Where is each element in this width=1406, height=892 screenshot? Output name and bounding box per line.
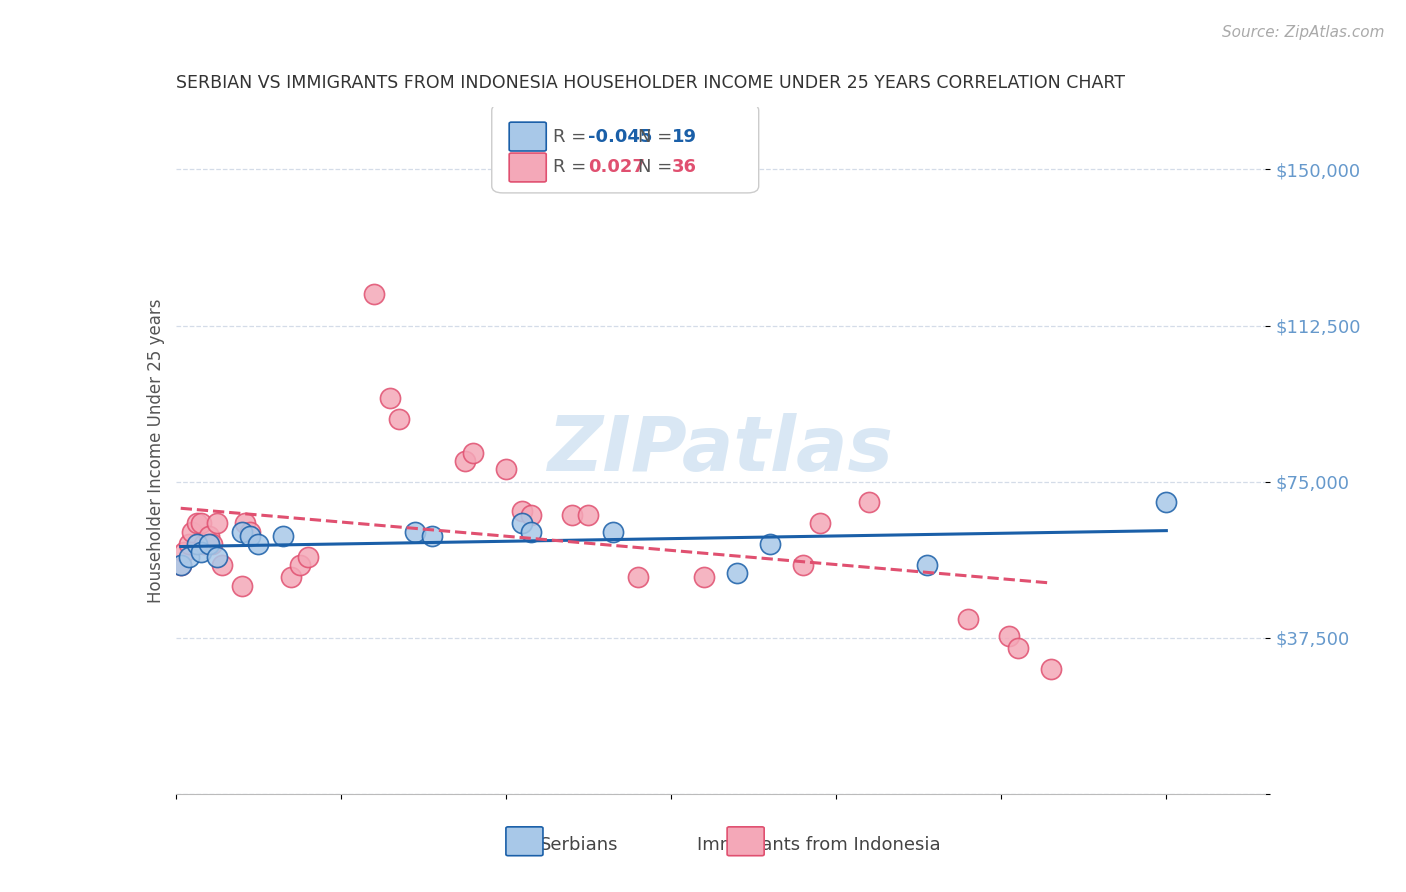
Text: Immigrants from Indonesia: Immigrants from Indonesia: [697, 837, 941, 855]
Point: [1007, 641, 1029, 656]
Point: [512, 516, 534, 531]
Text: R =: R =: [553, 159, 586, 177]
Text: 36: 36: [672, 159, 696, 177]
Point: [211, 558, 233, 572]
Point: [693, 570, 716, 584]
Point: [280, 570, 302, 584]
Point: [271, 529, 294, 543]
Point: [759, 537, 782, 551]
Point: [404, 524, 426, 539]
FancyBboxPatch shape: [506, 827, 543, 855]
Point: [201, 537, 224, 551]
Point: [519, 508, 541, 522]
Point: [1156, 495, 1178, 509]
Text: SERBIAN VS IMMIGRANTS FROM INDONESIA HOUSEHOLDER INCOME UNDER 25 YEARS CORRELATI: SERBIAN VS IMMIGRANTS FROM INDONESIA HOU…: [176, 74, 1125, 92]
Point: [363, 287, 385, 301]
Point: [380, 392, 402, 406]
Text: N =: N =: [638, 159, 672, 177]
Point: [512, 504, 534, 518]
Point: [461, 445, 484, 459]
Point: [915, 558, 938, 572]
Point: [177, 537, 200, 551]
Point: [627, 570, 650, 584]
Point: [193, 537, 215, 551]
Text: R =: R =: [553, 128, 586, 145]
FancyBboxPatch shape: [727, 827, 765, 855]
Point: [297, 549, 319, 564]
Point: [239, 529, 262, 543]
Point: [808, 516, 831, 531]
FancyBboxPatch shape: [509, 153, 546, 182]
Point: [495, 462, 517, 476]
Text: N =: N =: [638, 128, 672, 145]
Point: [190, 516, 212, 531]
Point: [561, 508, 583, 522]
Point: [173, 545, 195, 559]
Point: [792, 558, 814, 572]
Point: [231, 579, 253, 593]
Point: [170, 558, 193, 572]
Point: [388, 412, 411, 426]
Point: [957, 612, 980, 626]
Point: [288, 558, 311, 572]
Point: [190, 545, 212, 559]
Point: [233, 516, 256, 531]
FancyBboxPatch shape: [509, 122, 546, 151]
Point: [247, 537, 270, 551]
Point: [205, 516, 228, 531]
Text: Serbians: Serbians: [540, 837, 619, 855]
Point: [578, 508, 600, 522]
Text: -0.045: -0.045: [588, 128, 652, 145]
FancyBboxPatch shape: [492, 103, 759, 193]
Point: [602, 524, 624, 539]
Point: [186, 537, 208, 551]
Point: [725, 566, 748, 581]
Text: ZIPatlas: ZIPatlas: [547, 414, 894, 487]
Point: [197, 537, 219, 551]
Point: [186, 516, 208, 531]
Point: [998, 629, 1021, 643]
Y-axis label: Householder Income Under 25 years: Householder Income Under 25 years: [146, 298, 165, 603]
Point: [205, 549, 228, 564]
Point: [170, 558, 193, 572]
Point: [453, 454, 475, 468]
Point: [231, 524, 253, 539]
Point: [1039, 662, 1062, 676]
Point: [197, 529, 219, 543]
Point: [519, 524, 541, 539]
Point: [181, 524, 204, 539]
Point: [420, 529, 443, 543]
Point: [177, 549, 200, 564]
Text: Source: ZipAtlas.com: Source: ZipAtlas.com: [1222, 25, 1385, 40]
Text: 0.027: 0.027: [588, 159, 644, 177]
Point: [239, 524, 262, 539]
Text: 19: 19: [672, 128, 696, 145]
Point: [858, 495, 880, 509]
